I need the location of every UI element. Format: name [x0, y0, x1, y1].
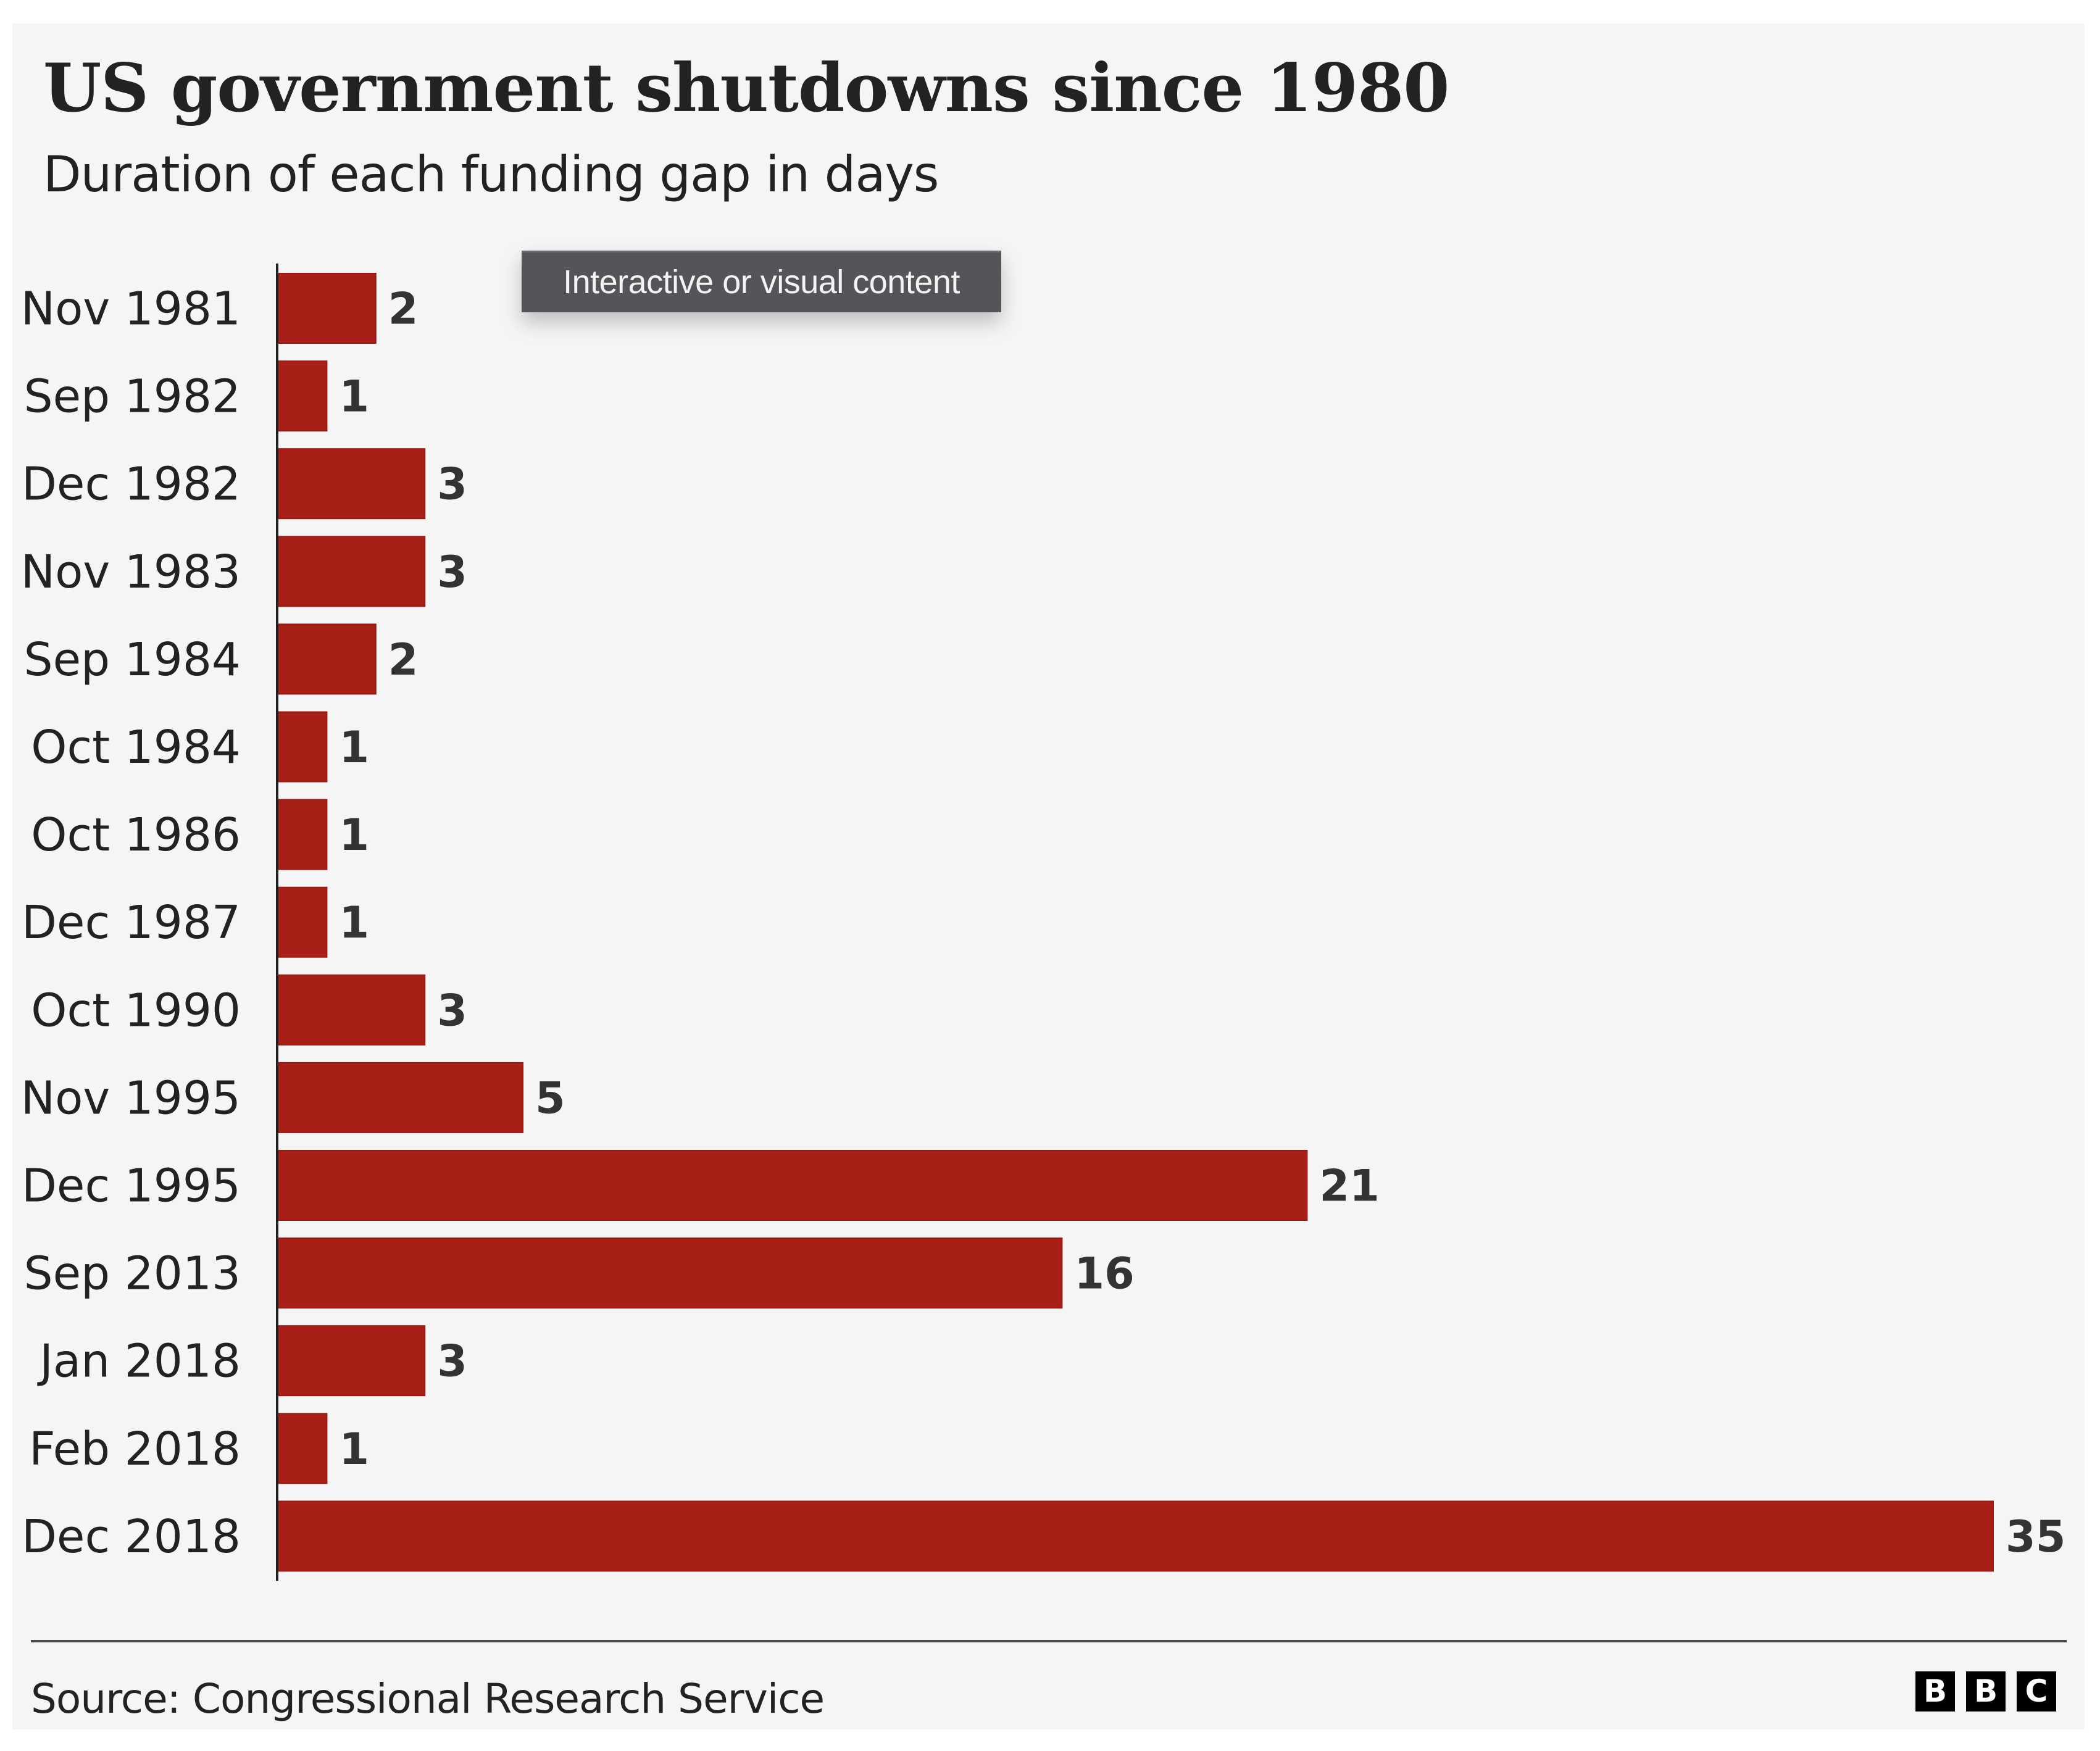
category-label: Dec 1995	[22, 1160, 241, 1213]
bbc-logo-letter: B	[1915, 1671, 1955, 1711]
category-label: Nov 1981	[21, 283, 241, 336]
category-label: Oct 1984	[31, 721, 241, 774]
category-label: Sep 2013	[24, 1247, 241, 1300]
category-label: Oct 1990	[31, 984, 241, 1037]
bbc-logo-letter: C	[2017, 1671, 2056, 1711]
category-label: Dec 1987	[22, 896, 241, 949]
bar	[277, 1325, 426, 1397]
value-label: 3	[437, 1336, 467, 1387]
chart-title: US government shutdowns since 1980	[43, 49, 1449, 127]
value-label: 3	[437, 985, 467, 1036]
value-label: 2	[388, 634, 419, 685]
category-label: Dec 1982	[22, 458, 241, 511]
category-label: Oct 1986	[31, 809, 241, 862]
bar	[277, 711, 328, 783]
chart-card: US government shutdowns since 1980 Durat…	[12, 23, 2085, 1729]
bar	[277, 1237, 1063, 1309]
value-label: 21	[1319, 1161, 1379, 1212]
bar	[277, 1150, 1308, 1221]
category-label: Feb 2018	[29, 1423, 241, 1476]
footer-divider	[31, 1640, 2067, 1642]
bar	[277, 536, 426, 607]
value-label: 2	[388, 284, 419, 335]
value-label: 1	[339, 372, 369, 422]
bar	[277, 1062, 523, 1133]
value-label: 3	[437, 547, 467, 597]
bbc-logo: B B C	[1915, 1671, 2056, 1711]
category-label: Dec 2018	[22, 1510, 241, 1563]
bar	[277, 886, 328, 958]
bar	[277, 799, 328, 870]
value-label: 1	[339, 897, 369, 948]
bar	[277, 1500, 1994, 1572]
value-label: 1	[339, 810, 369, 860]
bar-chart: Nov 1981 2 Sep 1982 1 Dec 1982 3 Nov 1983 3 Sep …	[21, 264, 2065, 1581]
bar	[277, 623, 377, 695]
value-label: 35	[2006, 1512, 2065, 1562]
interactive-content-tooltip: Interactive or visual content	[522, 251, 1001, 312]
bbc-logo-letter: B	[1966, 1671, 2006, 1711]
bar	[277, 1413, 328, 1484]
value-label: 1	[339, 1424, 369, 1474]
category-label: Sep 1984	[24, 633, 241, 686]
source-note: Source: Congressional Research Service	[31, 1675, 825, 1723]
bar	[277, 448, 426, 520]
category-label: Sep 1982	[24, 370, 241, 423]
bar	[277, 273, 377, 344]
bars-layer: Nov 1981 2 Sep 1982 1 Dec 1982 3 Nov 1983 3 Sep …	[21, 273, 2065, 1572]
value-label: 5	[535, 1073, 565, 1123]
bar	[277, 360, 328, 432]
category-label: Jan 2018	[37, 1335, 241, 1388]
chart-subtitle: Duration of each funding gap in days	[43, 146, 939, 203]
value-label: 1	[339, 722, 369, 773]
category-label: Nov 1983	[21, 546, 241, 599]
bar	[277, 974, 426, 1046]
category-label: Nov 1995	[21, 1071, 241, 1125]
value-label: 3	[437, 459, 467, 510]
value-label: 16	[1074, 1249, 1134, 1299]
